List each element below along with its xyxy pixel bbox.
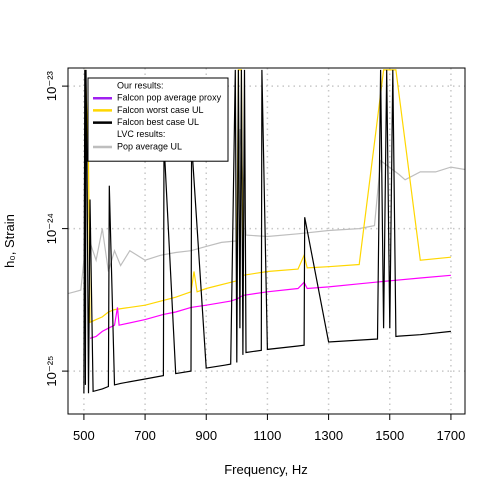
x-tick-label: 1300 [314,428,343,443]
legend-label: Falcon worst case UL [117,105,204,115]
y-tick-label: 10⁻²⁵ [44,356,59,387]
plot-area [68,69,465,394]
legend-label: Pop average UL [117,141,182,151]
x-axis-label: Frequency, Hz [224,462,308,477]
y-axis-label: h₀, Strain [2,214,17,268]
x-tick-label: 700 [134,428,156,443]
x-tick-label: 1700 [436,428,465,443]
x-tick-label: 1100 [253,428,281,443]
legend-label: Falcon best case UL [117,117,199,127]
legend-group-label: Our results: [117,80,164,90]
plot-frame [67,67,466,415]
legend-group-label: LVC results: [117,129,165,139]
series-line [83,69,451,394]
series-line [89,274,451,339]
x-tick-label: 500 [73,428,95,443]
y-tick-label: 10⁻²⁴ [44,213,59,244]
y-tick-label: 10⁻²³ [44,70,59,101]
legend-label: Falcon pop average proxy [117,93,222,103]
x-tick-label: 900 [195,428,217,443]
x-tick-label: 1500 [375,428,404,443]
